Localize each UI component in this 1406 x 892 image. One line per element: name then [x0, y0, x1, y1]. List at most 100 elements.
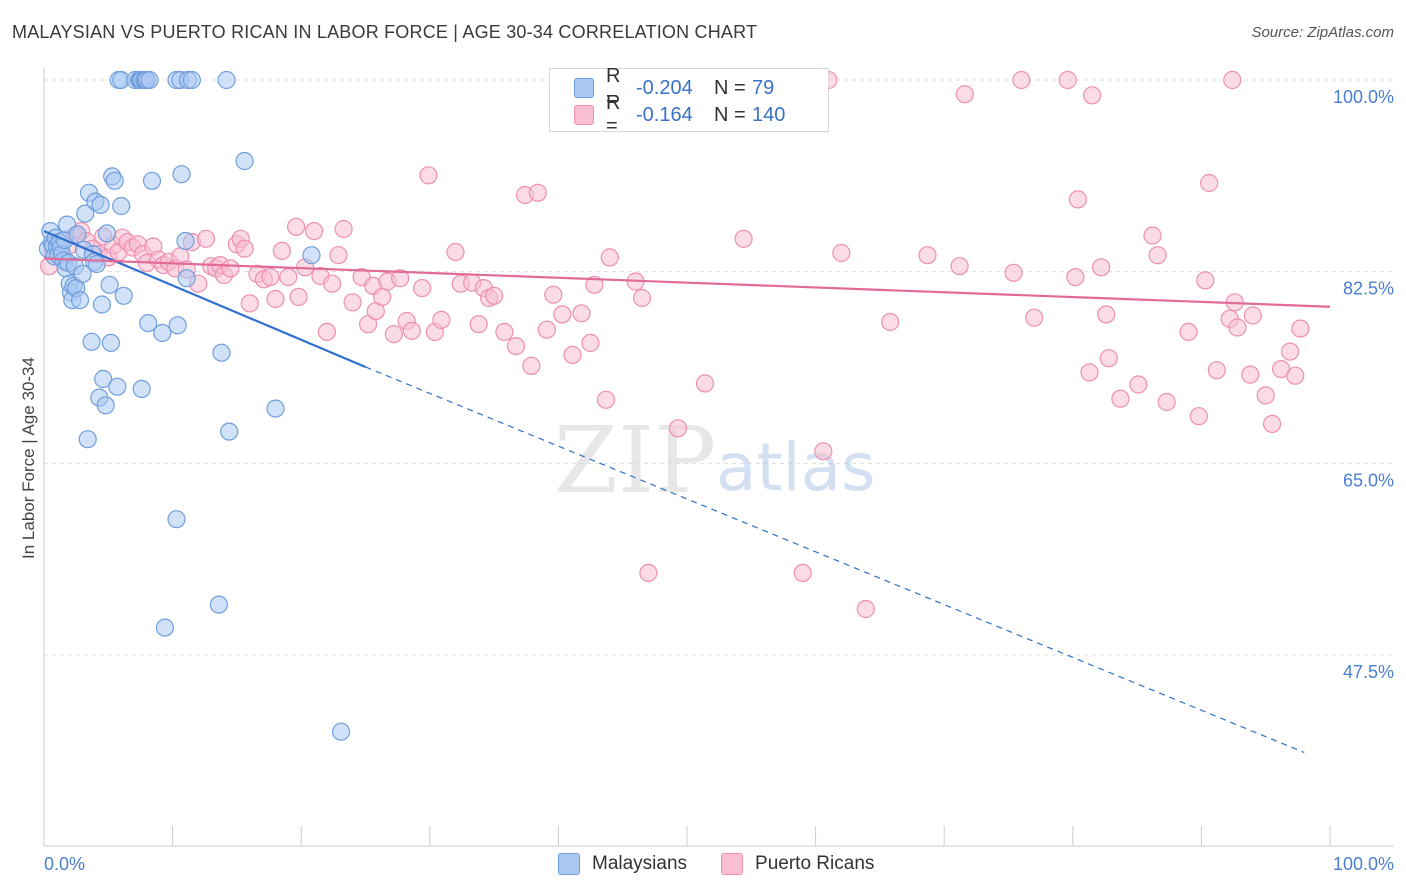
- puerto-rican-point: [1143, 226, 1162, 245]
- legend-label: Malaysians: [592, 853, 688, 874]
- puerto-rican-point: [1068, 190, 1088, 209]
- legend-item-malaysians[interactable]: Malaysians: [558, 853, 687, 875]
- watermark: ZIP atlas: [554, 407, 876, 514]
- puerto-rican-point: [528, 183, 547, 202]
- malaysian-point: [91, 195, 110, 214]
- axes: [43, 68, 1394, 847]
- malaysian-point: [139, 314, 158, 333]
- puerto-rican-point: [1157, 392, 1176, 412]
- puerto-rican-point: [1262, 414, 1282, 433]
- puerto-rican-point: [446, 242, 465, 262]
- malaysian-point: [266, 399, 285, 418]
- puerto-rican-point: [1025, 308, 1044, 327]
- malaysian-point: [132, 379, 151, 398]
- blue-swatch: [558, 853, 580, 875]
- puerto-rican-point: [668, 419, 688, 438]
- puerto-rican-point: [289, 287, 308, 306]
- malaysian-point: [155, 618, 174, 637]
- r-value: -0.164: [636, 103, 693, 126]
- puerto-rican-point: [196, 229, 216, 248]
- puerto-rican-point: [1228, 318, 1247, 337]
- r-label: R =: [606, 65, 621, 110]
- legend-row-puerto-ricans: R = -0.164 N = 140: [574, 92, 786, 137]
- malaysian-point: [73, 264, 92, 283]
- puerto-rican-point: [1223, 70, 1242, 90]
- puerto-rican-point: [391, 269, 410, 288]
- malaysian-point: [100, 275, 119, 294]
- puerto-rican-point: [235, 239, 254, 258]
- series-legend: Malaysians Puerto Ricans: [558, 850, 908, 878]
- puerto-rican-point: [537, 320, 556, 339]
- malaysian-point: [70, 291, 90, 310]
- source-credit: Source: ZipAtlas.com: [1251, 24, 1394, 41]
- malaysian-point: [140, 70, 159, 90]
- puerto-rican-point: [432, 310, 451, 329]
- puerto-rican-point: [1179, 322, 1198, 341]
- legend-row-malaysians: R = -0.204 N = 79: [574, 65, 774, 110]
- puerto-rican-point: [553, 305, 572, 324]
- malaysian-point: [92, 295, 112, 314]
- y-tick-label: 65.0%: [1343, 470, 1394, 490]
- puerto-rican-point: [563, 345, 582, 364]
- puerto-rican-point: [1082, 86, 1102, 105]
- puerto-rican-point: [695, 374, 715, 393]
- malaysian-point: [78, 430, 97, 449]
- puerto-rican-point: [1148, 246, 1167, 265]
- n-label: N =: [714, 103, 746, 126]
- malaysian-point: [94, 369, 113, 389]
- y-tick-labels: 47.5% 65.0% 82.5% 100.0%: [1333, 87, 1394, 682]
- puerto-rican-point: [632, 288, 652, 308]
- puerto-rican-point: [469, 315, 488, 334]
- puerto-rican-point: [1004, 263, 1023, 282]
- y-tick-label: 100.0%: [1333, 87, 1394, 107]
- malaysian-point: [101, 333, 121, 352]
- n-value: 140: [752, 103, 786, 126]
- x-tick-marks: [43, 826, 1331, 846]
- malaysian-trend-dashed: [365, 366, 1305, 754]
- puerto-rican-point: [485, 286, 504, 305]
- puerto-rican-point: [287, 217, 306, 236]
- malaysian-point: [182, 70, 201, 90]
- blue-swatch: [574, 78, 594, 98]
- puerto-rican-point: [1280, 342, 1300, 361]
- puerto-rican-point: [918, 246, 937, 265]
- y-axis-label: In Labor Force | Age 30-34: [19, 357, 38, 559]
- puerto-rican-point: [734, 229, 753, 248]
- malaysian-point: [168, 316, 187, 335]
- puerto-rican-point: [955, 85, 974, 104]
- malaysian-point: [153, 323, 172, 343]
- legend-item-puerto-ricans[interactable]: Puerto Ricans: [721, 853, 874, 875]
- puerto-rican-point: [881, 312, 900, 332]
- puerto-rican-point: [1241, 365, 1260, 384]
- puerto-rican-point: [572, 304, 591, 323]
- puerto-rican-point: [1189, 407, 1208, 426]
- malaysian-point: [212, 343, 231, 362]
- malaysian-point: [209, 595, 228, 614]
- r-label: R =: [606, 92, 621, 137]
- malaysian-point: [68, 225, 87, 244]
- malaysian-point: [217, 70, 236, 90]
- puerto-rican-point: [1058, 70, 1077, 90]
- puerto-rican-point: [1012, 70, 1031, 90]
- puerto-rican-point: [384, 325, 403, 344]
- chart-title: MALAYSIAN VS PUERTO RICAN IN LABOR FORCE…: [12, 22, 758, 42]
- puerto-rican-point: [581, 333, 600, 352]
- puerto-rican-point: [793, 563, 812, 583]
- puerto-rican-point: [329, 246, 348, 265]
- puerto-rican-point: [544, 285, 563, 304]
- malaysian-point: [97, 224, 117, 243]
- puerto-rican-point: [323, 274, 342, 293]
- puerto-rican-point: [639, 563, 658, 583]
- trend-lines: [43, 230, 1331, 754]
- puerto-rican-point: [506, 337, 526, 356]
- puerto-rican-point: [240, 294, 259, 313]
- malaysian-point: [235, 151, 254, 171]
- malaysian-trend-solid: [43, 230, 366, 368]
- puerto-rican-point: [334, 219, 353, 239]
- malaysian-point: [172, 165, 191, 184]
- puerto-rican-point: [1256, 386, 1275, 405]
- puerto-rican-point: [950, 257, 969, 276]
- puerto-rican-point: [1286, 366, 1305, 385]
- y-tick-label: 47.5%: [1343, 662, 1394, 682]
